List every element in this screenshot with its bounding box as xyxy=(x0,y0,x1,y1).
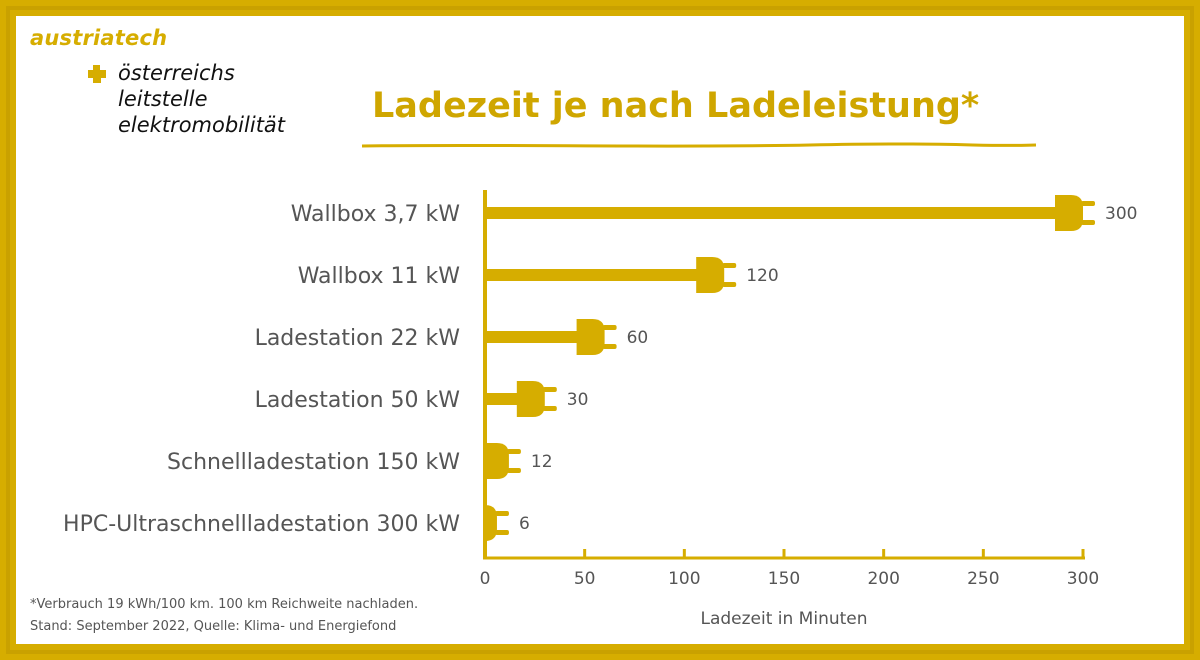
category-label: Ladestation 22 kW xyxy=(255,326,461,351)
logo-brand-part1: austria xyxy=(30,26,115,50)
plug-prong xyxy=(494,530,509,535)
value-label: 6 xyxy=(519,514,530,534)
footnote-line-1: *Verbrauch 19 kWh/100 km. 100 km Reichwe… xyxy=(30,597,419,612)
logo-line-3: elektromobilität xyxy=(118,113,286,137)
plug-icon xyxy=(696,257,725,293)
x-tick-label: 200 xyxy=(867,569,899,589)
category-labels: Wallbox 3,7 kW Wallbox 11 kW Ladestation 2… xyxy=(63,202,460,537)
cross-logo-icon xyxy=(88,65,106,83)
x-axis: 0 50 100 150 200 250 300 Ladezeit in Minuten xyxy=(480,190,1099,629)
plug-icon xyxy=(516,381,545,417)
logo-line-2: leitstelle xyxy=(118,87,208,111)
plug-prong xyxy=(542,406,557,411)
plug-icon xyxy=(576,319,605,355)
category-label: Wallbox 3,7 kW xyxy=(291,202,461,227)
plug-prong xyxy=(1081,201,1095,206)
logo-brand-part2: tech xyxy=(114,26,168,50)
bar: 60 xyxy=(485,319,648,355)
plug-prong xyxy=(722,282,737,287)
bar-body xyxy=(485,207,1061,219)
x-tick-label: 150 xyxy=(768,569,800,589)
plug-prong xyxy=(494,511,509,516)
plug-prong xyxy=(506,468,521,473)
category-label: Schnellladestation 150 kW xyxy=(167,450,460,475)
logo-subtitle: österreichs leitstelle elektromobilität xyxy=(118,60,285,138)
plug-prong xyxy=(506,449,521,454)
x-tick-label: 100 xyxy=(668,569,700,589)
category-label: Wallbox 11 kW xyxy=(298,264,461,289)
plug-prong xyxy=(542,387,557,392)
bar-body xyxy=(485,393,523,405)
plug-prong xyxy=(722,263,737,268)
bar: 120 xyxy=(485,257,779,293)
value-label: 12 xyxy=(531,452,553,472)
plug-icon xyxy=(485,443,509,479)
category-label: Ladestation 50 kW xyxy=(255,388,461,413)
bar-body xyxy=(485,331,583,343)
bar: 6 xyxy=(484,505,530,541)
x-axis-title: Ladezeit in Minuten xyxy=(700,609,867,629)
x-tick-label: 250 xyxy=(967,569,999,589)
x-tick-label: 50 xyxy=(574,569,596,589)
plug-prong xyxy=(602,325,617,330)
value-label: 30 xyxy=(567,390,589,410)
plug-icon xyxy=(484,505,497,541)
plug-prong xyxy=(1081,220,1095,225)
footnote-line-2: Stand: September 2022, Quelle: Klima- un… xyxy=(30,619,397,634)
x-tick-label: 300 xyxy=(1067,569,1099,589)
chart-title: Ladezeit je nach Ladeleistung* xyxy=(372,86,980,126)
value-label: 300 xyxy=(1105,204,1137,224)
bar: 12 xyxy=(485,443,553,479)
category-label: HPC-Ultraschnellladestation 300 kW xyxy=(63,512,460,537)
plug-prong xyxy=(602,344,617,349)
title-underline xyxy=(361,142,1037,148)
bar: 300 xyxy=(485,195,1137,231)
logo-line-1: österreichs xyxy=(118,61,235,85)
bars-layer: 300 120 60 30 12 6 xyxy=(484,195,1137,541)
footnote: *Verbrauch 19 kWh/100 km. 100 km Reichwe… xyxy=(30,594,418,638)
value-label: 120 xyxy=(746,266,778,286)
bar: 30 xyxy=(485,381,588,417)
plug-icon xyxy=(1055,195,1083,231)
value-label: 60 xyxy=(627,328,649,348)
austriatech-logo: austriatech xyxy=(30,26,167,50)
bar-body xyxy=(485,269,703,281)
x-tick-label: 0 xyxy=(480,569,491,589)
